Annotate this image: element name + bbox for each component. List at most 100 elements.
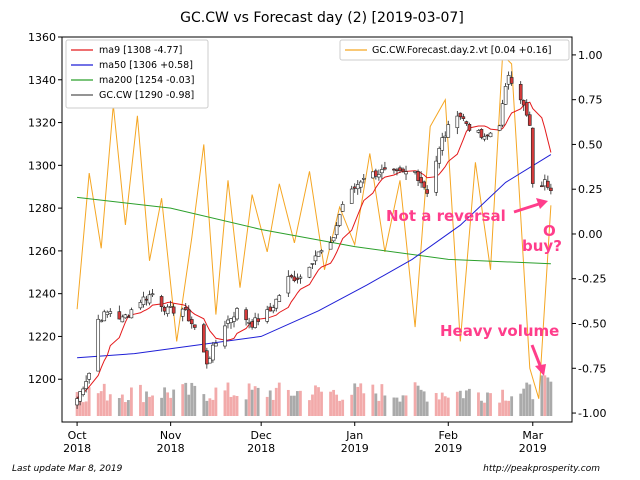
volume-bar xyxy=(169,397,173,416)
volume-bar xyxy=(329,391,332,416)
candle-body xyxy=(509,77,514,84)
candle-body xyxy=(271,307,276,312)
volume-bar xyxy=(353,383,357,416)
candle-body xyxy=(96,318,101,372)
volume-bar xyxy=(253,386,257,416)
volume-bar xyxy=(126,400,130,416)
y-left-tick-label: 1240 xyxy=(28,288,56,301)
volume-bar xyxy=(142,402,145,416)
candle-body xyxy=(129,309,134,319)
ma200-line xyxy=(77,196,551,265)
volume-bar xyxy=(229,396,233,416)
y-left-tick-label: 1300 xyxy=(28,159,56,172)
volume-bar xyxy=(362,393,366,416)
y-left-tick-label: 1220 xyxy=(28,330,56,343)
candle-body xyxy=(337,214,342,226)
candle-body xyxy=(392,168,396,171)
candle-body xyxy=(358,181,363,188)
candle-body xyxy=(229,318,233,323)
volume-bar xyxy=(108,394,112,416)
volume-bar xyxy=(211,399,215,416)
candle-body xyxy=(87,372,91,380)
volume-bar xyxy=(383,395,387,416)
volume-bar xyxy=(286,389,290,416)
volume-bar xyxy=(84,401,88,416)
volume-bar xyxy=(398,401,402,416)
candle-body xyxy=(437,148,442,164)
volume-bar xyxy=(528,384,532,416)
volume-bar xyxy=(250,389,254,416)
volume-bar xyxy=(205,400,209,416)
candle-body xyxy=(180,308,185,317)
legend-label-ma200: ma200 [1254 -0.03] xyxy=(99,75,194,86)
forecast-line xyxy=(76,53,552,399)
candle-body xyxy=(434,160,439,193)
volume-bars xyxy=(75,375,553,416)
x-tick-label-year: 2019 xyxy=(341,442,369,455)
candle-body xyxy=(168,306,173,308)
arrow-not-a-reversal xyxy=(513,201,543,214)
volume-bar xyxy=(525,382,529,416)
candle-body xyxy=(479,129,484,138)
candle-body xyxy=(503,86,508,105)
y-right-tick-label: 0.75 xyxy=(578,94,603,107)
y-right-tick-label: -1.00 xyxy=(578,407,606,420)
candle-body xyxy=(527,114,532,126)
candle-body xyxy=(289,275,294,278)
candle-body xyxy=(208,358,212,364)
candle-body xyxy=(256,318,260,322)
volume-bar xyxy=(160,397,163,416)
candle-body xyxy=(211,344,215,361)
annotation-buy: buy? xyxy=(522,237,562,255)
volume-bar xyxy=(187,394,191,416)
volume-bar xyxy=(425,401,429,416)
volume-bar xyxy=(519,393,523,416)
volume-bar xyxy=(332,389,335,416)
volume-bar xyxy=(374,393,378,416)
volume-bar xyxy=(78,395,82,416)
y-left-tick-label: 1320 xyxy=(28,117,56,130)
candle-body xyxy=(458,112,463,118)
volume-bar xyxy=(232,395,236,416)
volume-bar xyxy=(190,382,194,416)
candle-body xyxy=(425,189,429,194)
volume-bar xyxy=(308,400,311,416)
volume-bar xyxy=(151,395,154,416)
volume-bar xyxy=(223,390,227,416)
volume-bar xyxy=(235,395,239,416)
candle-body xyxy=(464,121,469,124)
candle-body xyxy=(75,398,79,406)
candle-body xyxy=(540,185,544,188)
candle-body xyxy=(355,184,360,190)
candle-body xyxy=(144,298,149,301)
volume-bar xyxy=(99,391,103,416)
volume-bar xyxy=(123,402,127,416)
volume-bar xyxy=(256,387,260,416)
candle-body xyxy=(521,100,526,106)
x-tick-label-month: Nov xyxy=(160,429,182,442)
candle-body xyxy=(419,177,423,184)
candle-body xyxy=(105,311,110,315)
volume-bar xyxy=(184,382,188,416)
volume-bar xyxy=(172,389,176,416)
candle-body xyxy=(205,350,209,365)
candle-body xyxy=(202,324,206,353)
volume-bar xyxy=(166,392,170,416)
x-tick-label-month: Feb xyxy=(439,429,458,442)
candle-body xyxy=(446,124,451,138)
volume-bar xyxy=(434,393,438,416)
candle-body xyxy=(159,296,164,308)
candle-body xyxy=(377,174,381,178)
forecast-series xyxy=(76,53,552,399)
annotation-heavy-volume: Heavy volume xyxy=(440,322,559,340)
candle-body xyxy=(268,306,273,312)
volume-bar xyxy=(292,395,296,416)
volume-bar xyxy=(289,395,293,416)
candle-body xyxy=(422,181,426,188)
volume-bar xyxy=(247,383,251,416)
candle-body xyxy=(171,306,176,314)
volume-bar xyxy=(501,389,504,416)
volume-bar xyxy=(422,391,426,416)
arrowhead-not-a-reversal xyxy=(536,198,548,209)
candle-body xyxy=(99,320,104,323)
